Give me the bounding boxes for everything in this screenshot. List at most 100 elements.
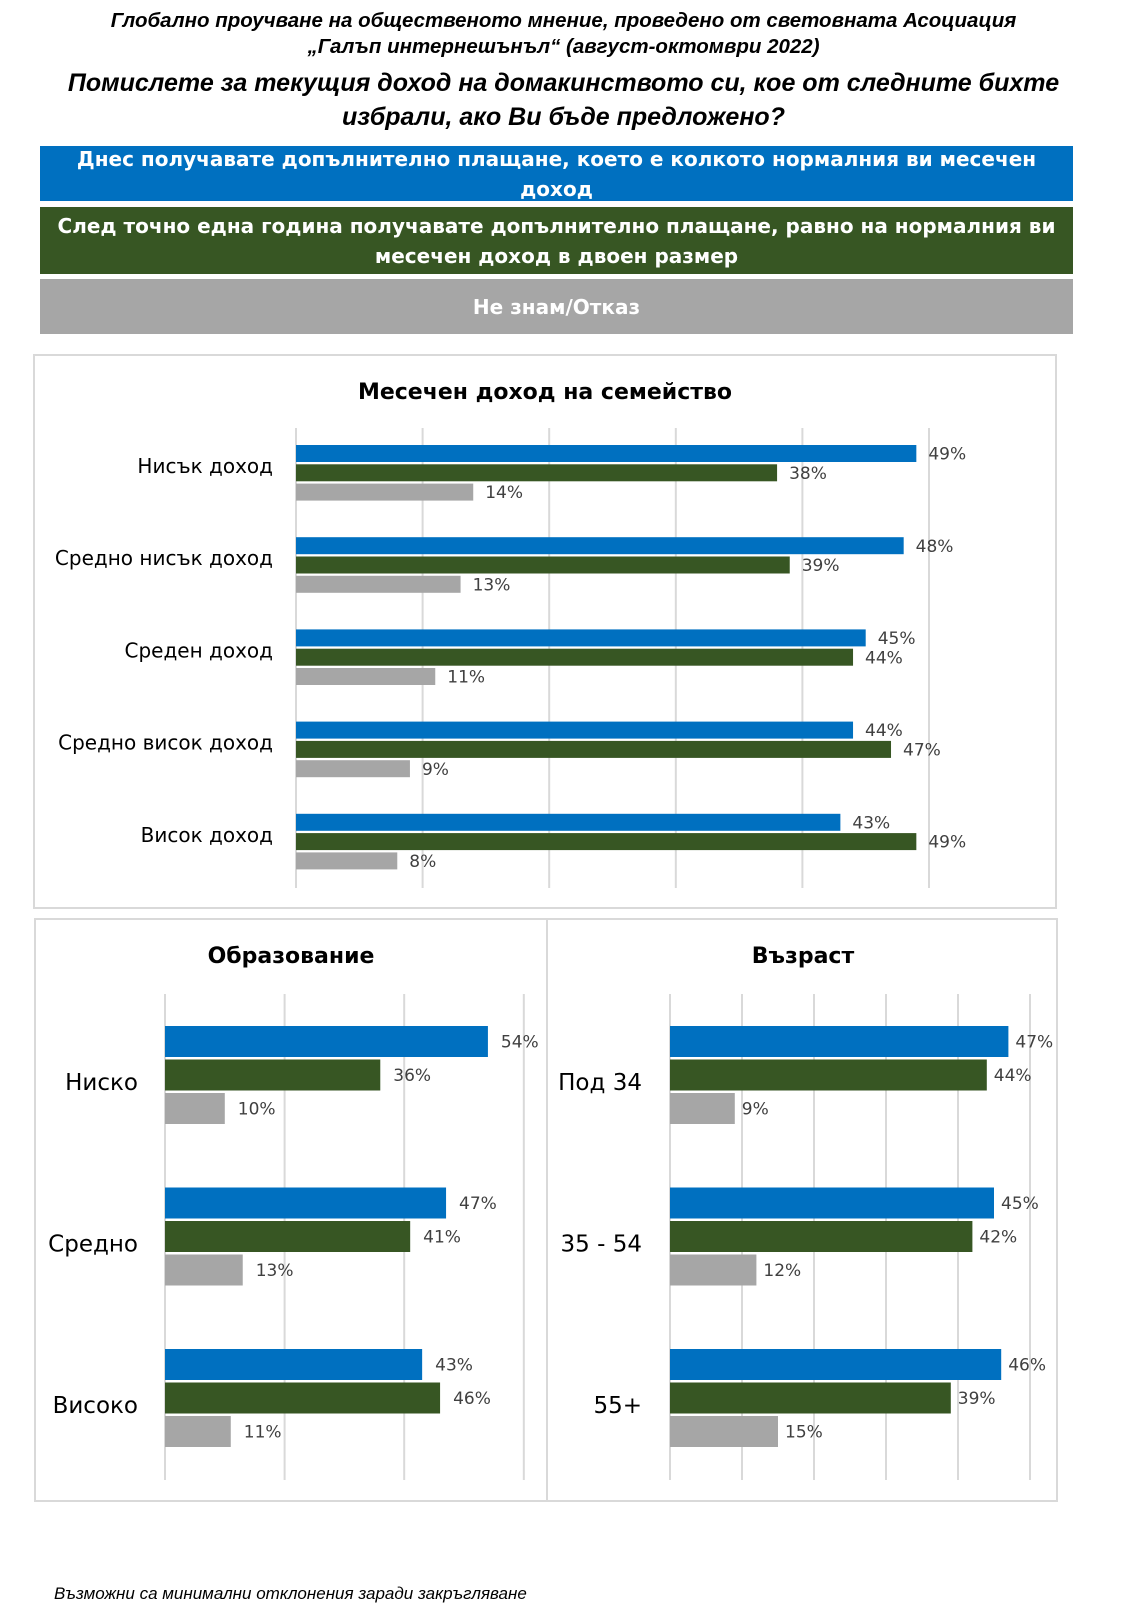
data-label: 15% xyxy=(785,1423,823,1443)
data-label: 38% xyxy=(789,464,827,484)
bar-dontknow xyxy=(165,1416,231,1447)
bar-year xyxy=(296,464,778,482)
legend-year-label-1: След точно една година получавате допълн… xyxy=(57,213,1056,238)
chart-title: Месечен доход на семейство xyxy=(358,380,732,405)
bar-year xyxy=(296,556,790,574)
bar-year xyxy=(165,1221,411,1252)
data-label: 43% xyxy=(852,813,890,833)
bar-dontknow xyxy=(670,1093,735,1124)
data-label: 11% xyxy=(447,668,485,688)
bar-today xyxy=(296,537,904,555)
data-label: 13% xyxy=(473,575,511,595)
bar-today xyxy=(165,1187,447,1219)
education-chart: Образование Ниско 54% 36% 10% Средно 47% 41% 13%… xyxy=(48,944,539,1480)
bar-dontknow xyxy=(296,668,436,685)
data-label: 44% xyxy=(865,721,903,741)
category-label: 35 - 54 xyxy=(561,1232,642,1258)
data-label: 39% xyxy=(958,1389,996,1409)
data-label: 36% xyxy=(393,1066,431,1086)
footnote: Възможни са минимални отклонения заради … xyxy=(54,1584,527,1603)
bar-today xyxy=(296,813,841,831)
age-chart: Възраст Под 34 47% 44% 9% 35 - 54 45% 42% 12% 55+… xyxy=(558,944,1053,1480)
bar-dontknow xyxy=(165,1254,243,1286)
bar-today xyxy=(165,1026,488,1057)
category-label: 55+ xyxy=(593,1393,642,1419)
header-line-1: Глобално проучване на общественото мнени… xyxy=(110,9,1017,32)
data-label: 54% xyxy=(501,1033,539,1053)
data-label: 39% xyxy=(802,556,840,576)
data-label: 43% xyxy=(435,1356,473,1376)
legend-dontknow-label: Не знам/Отказ xyxy=(472,294,641,319)
bar-today xyxy=(296,721,854,739)
data-label: 45% xyxy=(878,629,916,649)
question-line-2: избрали, ако Ви бъде предложено? xyxy=(342,103,785,131)
data-label: 46% xyxy=(1008,1356,1046,1376)
header-line-2: „Галъп интернешънъл“ (август-октомври 20… xyxy=(307,35,820,58)
data-label: 41% xyxy=(423,1228,461,1248)
category-label: Средно висок доход xyxy=(58,731,273,755)
legend-year: След точно една година получавате допълн… xyxy=(40,207,1073,274)
chart-title: Образование xyxy=(208,944,375,969)
category-label: Среден доход xyxy=(125,638,274,662)
data-label: 13% xyxy=(256,1261,294,1281)
data-label: 44% xyxy=(994,1066,1032,1086)
data-label: 44% xyxy=(865,648,903,668)
bar-year xyxy=(670,1059,987,1091)
data-label: 49% xyxy=(928,445,966,465)
bar-today xyxy=(670,1349,1002,1380)
bar-dontknow xyxy=(296,483,474,501)
category-label: Ниско xyxy=(65,1070,138,1096)
income-chart-panel: Месечен доход на семейство Нисък доход 49%… xyxy=(33,354,1057,909)
legend-year-label-2: месечен доход в двоен размер xyxy=(374,243,739,268)
category-label: Нисък доход xyxy=(137,454,273,478)
bar-dontknow xyxy=(165,1093,225,1124)
bar-year xyxy=(670,1221,973,1252)
data-label: 47% xyxy=(1015,1033,1053,1053)
category-label: Средно xyxy=(48,1232,138,1258)
bar-year xyxy=(296,833,917,851)
income-chart: Месечен доход на семейство Нисък доход 49%… xyxy=(55,380,966,888)
bar-year xyxy=(165,1059,381,1091)
data-label: 47% xyxy=(459,1194,497,1214)
question-line-1: Помислете за текущия доход на домакинств… xyxy=(67,69,1060,97)
demographics-panel: Образование Ниско 54% 36% 10% Средно 47% 41% 13%… xyxy=(34,918,1058,1502)
bar-dontknow xyxy=(670,1416,778,1447)
category-label: Високо xyxy=(53,1393,138,1419)
data-label: 45% xyxy=(1001,1194,1039,1214)
chart-title: Възраст xyxy=(752,944,855,969)
data-label: 9% xyxy=(422,760,449,780)
bar-year xyxy=(296,648,854,666)
bar-year xyxy=(165,1382,441,1414)
bar-year xyxy=(296,740,892,758)
data-label: 48% xyxy=(916,537,954,557)
legend-dontknow: Не знам/Отказ xyxy=(40,279,1073,334)
survey-source-header: Глобално проучване на общественото мнени… xyxy=(0,8,1127,60)
data-label: 47% xyxy=(903,741,941,761)
bar-today xyxy=(165,1349,423,1380)
data-label: 46% xyxy=(453,1389,491,1409)
data-label: 12% xyxy=(763,1261,801,1281)
question-title: Помислете за текущия доход на домакинств… xyxy=(0,66,1127,134)
category-label: Висок доход xyxy=(141,823,273,847)
legend-today: Днес получавате допълнително плащане, ко… xyxy=(40,146,1073,201)
panel-divider xyxy=(546,920,548,1500)
legend-today-label: Днес получавате допълнително плащане, ко… xyxy=(76,146,1037,201)
data-label: 42% xyxy=(979,1228,1017,1248)
category-label: Под 34 xyxy=(558,1070,642,1096)
category-label: Средно нисък доход xyxy=(55,546,273,570)
data-label: 8% xyxy=(409,852,436,872)
bar-today xyxy=(670,1026,1009,1057)
bar-dontknow xyxy=(296,852,398,870)
bar-today xyxy=(296,629,866,647)
bar-year xyxy=(670,1382,951,1414)
bar-dontknow xyxy=(296,575,461,593)
data-label: 10% xyxy=(238,1100,276,1120)
bar-dontknow xyxy=(670,1254,757,1286)
bar-dontknow xyxy=(296,760,410,778)
data-label: 9% xyxy=(742,1100,769,1120)
data-label: 14% xyxy=(485,483,523,503)
data-label: 11% xyxy=(244,1423,282,1443)
data-label: 49% xyxy=(928,833,966,853)
bar-today xyxy=(296,445,917,462)
bar-today xyxy=(670,1187,994,1219)
